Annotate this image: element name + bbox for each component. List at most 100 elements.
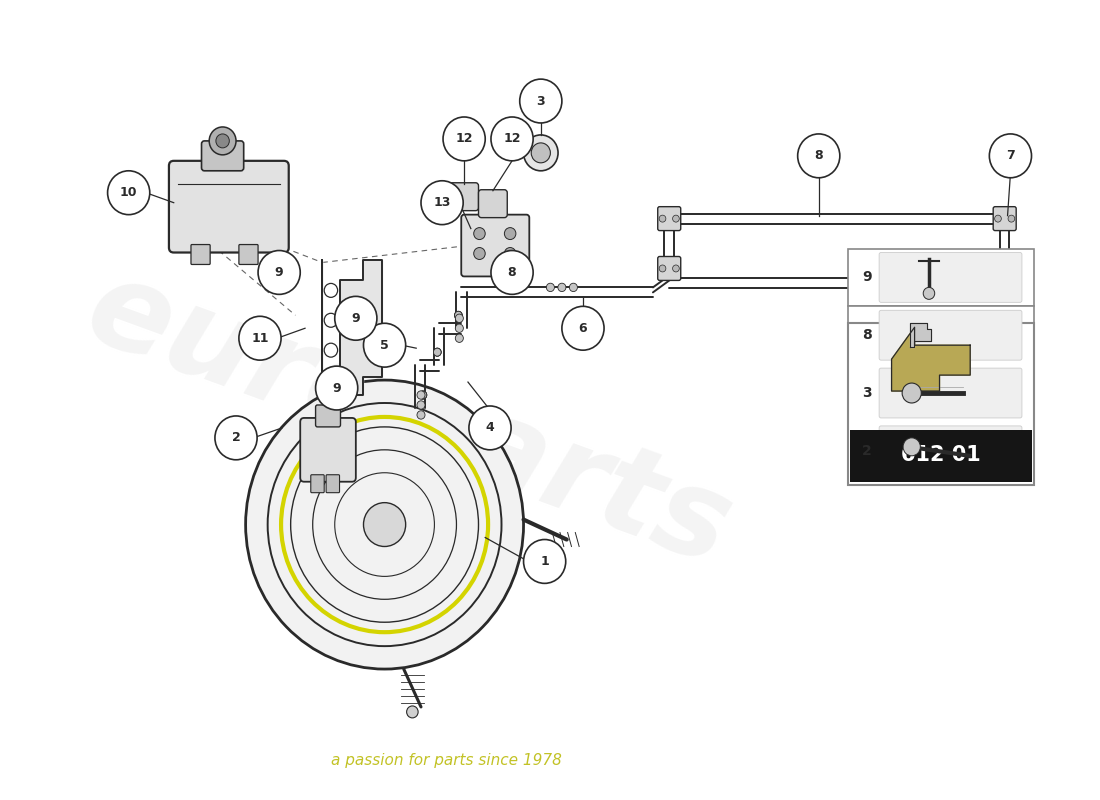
Text: 4: 4 — [485, 422, 494, 434]
Circle shape — [258, 250, 300, 294]
Circle shape — [417, 410, 425, 419]
Text: 9: 9 — [862, 270, 871, 285]
Circle shape — [214, 416, 257, 460]
Circle shape — [108, 170, 150, 214]
FancyBboxPatch shape — [316, 405, 341, 427]
Circle shape — [1008, 280, 1014, 287]
Text: 9: 9 — [352, 312, 360, 325]
Circle shape — [454, 311, 462, 319]
Circle shape — [672, 215, 680, 222]
Polygon shape — [322, 261, 382, 395]
Circle shape — [505, 247, 516, 259]
FancyBboxPatch shape — [879, 368, 1022, 418]
Circle shape — [316, 366, 358, 410]
Circle shape — [994, 215, 1001, 222]
Circle shape — [433, 348, 441, 356]
Circle shape — [474, 228, 485, 239]
Circle shape — [443, 117, 485, 161]
Text: europarts: europarts — [72, 250, 746, 590]
Text: 2: 2 — [862, 444, 871, 458]
Circle shape — [570, 283, 578, 291]
Text: 8: 8 — [814, 150, 823, 162]
Text: 6: 6 — [579, 322, 587, 334]
Text: 3: 3 — [537, 94, 546, 107]
FancyBboxPatch shape — [850, 430, 1032, 482]
FancyBboxPatch shape — [879, 426, 1022, 476]
Circle shape — [923, 287, 935, 299]
Circle shape — [491, 117, 534, 161]
Circle shape — [419, 391, 427, 399]
FancyBboxPatch shape — [847, 422, 1034, 480]
Circle shape — [505, 228, 516, 239]
Text: 5: 5 — [381, 338, 389, 352]
Circle shape — [672, 265, 680, 272]
Circle shape — [239, 316, 282, 360]
Text: 2: 2 — [232, 431, 241, 444]
Circle shape — [994, 280, 1001, 287]
FancyBboxPatch shape — [879, 310, 1022, 360]
FancyBboxPatch shape — [311, 474, 324, 493]
Text: 10: 10 — [120, 186, 138, 199]
Circle shape — [334, 296, 377, 340]
Text: 12: 12 — [504, 133, 520, 146]
Circle shape — [659, 215, 666, 222]
Circle shape — [209, 127, 236, 155]
Text: 9: 9 — [275, 266, 284, 279]
Circle shape — [324, 343, 338, 357]
FancyBboxPatch shape — [191, 245, 210, 265]
Circle shape — [324, 283, 338, 298]
FancyBboxPatch shape — [478, 190, 507, 218]
Circle shape — [798, 134, 839, 178]
FancyBboxPatch shape — [993, 206, 1016, 230]
Text: 3: 3 — [862, 386, 871, 400]
Polygon shape — [892, 327, 970, 391]
Circle shape — [902, 383, 922, 403]
Circle shape — [531, 143, 550, 163]
Text: 8: 8 — [862, 328, 871, 342]
Circle shape — [562, 306, 604, 350]
FancyBboxPatch shape — [847, 249, 1034, 306]
Circle shape — [455, 314, 463, 322]
Circle shape — [454, 311, 462, 319]
FancyBboxPatch shape — [879, 253, 1022, 302]
Circle shape — [474, 247, 485, 259]
Circle shape — [407, 706, 418, 718]
FancyBboxPatch shape — [658, 206, 681, 230]
Circle shape — [417, 401, 425, 409]
Circle shape — [324, 314, 338, 327]
FancyBboxPatch shape — [847, 364, 1034, 422]
Circle shape — [455, 334, 463, 342]
Circle shape — [216, 134, 229, 148]
Circle shape — [363, 502, 406, 546]
Text: 11: 11 — [251, 332, 268, 345]
FancyBboxPatch shape — [300, 418, 355, 482]
Polygon shape — [910, 323, 931, 347]
Circle shape — [245, 380, 524, 669]
Circle shape — [417, 391, 425, 399]
Circle shape — [454, 311, 462, 319]
Circle shape — [433, 348, 441, 356]
Circle shape — [455, 324, 463, 333]
Circle shape — [1008, 215, 1014, 222]
Circle shape — [524, 135, 558, 170]
FancyBboxPatch shape — [450, 182, 478, 210]
Circle shape — [491, 250, 534, 294]
Text: 1: 1 — [540, 555, 549, 568]
Text: 9: 9 — [332, 382, 341, 394]
Circle shape — [519, 79, 562, 123]
Text: 612 01: 612 01 — [901, 446, 981, 466]
Circle shape — [547, 283, 554, 291]
Circle shape — [659, 265, 666, 272]
FancyBboxPatch shape — [201, 141, 244, 170]
FancyBboxPatch shape — [993, 271, 1016, 295]
Circle shape — [421, 181, 463, 225]
FancyBboxPatch shape — [658, 257, 681, 281]
Text: 13: 13 — [433, 196, 451, 209]
FancyBboxPatch shape — [239, 245, 258, 265]
FancyBboxPatch shape — [326, 474, 340, 493]
FancyBboxPatch shape — [847, 306, 1034, 364]
Circle shape — [989, 134, 1032, 178]
FancyBboxPatch shape — [169, 161, 288, 253]
Circle shape — [419, 391, 427, 399]
Circle shape — [419, 391, 427, 399]
